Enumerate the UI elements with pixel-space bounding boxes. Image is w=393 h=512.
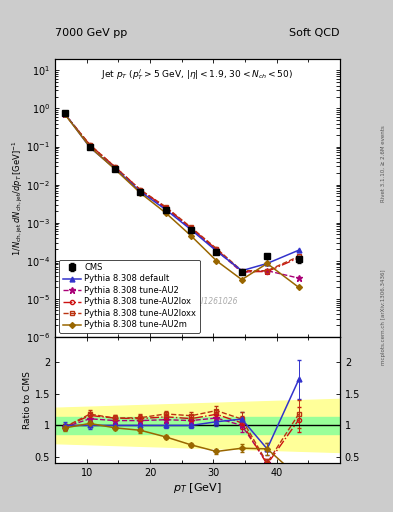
Line: Pythia 8.308 tune-AU2m: Pythia 8.308 tune-AU2m bbox=[62, 112, 301, 289]
Pythia 8.308 default bbox=[189, 227, 193, 233]
Pythia 8.308 tune-AU2m bbox=[88, 144, 92, 150]
Pythia 8.308 tune-AU2 bbox=[113, 164, 118, 170]
Pythia 8.308 default bbox=[62, 110, 67, 116]
Text: Jet $p_T$ ($p_T^l$$>$5 GeV, $|\eta|$$<$1.9, 30$<N_{ch}<$50): Jet $p_T$ ($p_T^l$$>$5 GeV, $|\eta|$$<$1… bbox=[101, 67, 294, 82]
Pythia 8.308 tune-AU2lox bbox=[113, 164, 118, 170]
Pythia 8.308 tune-AU2lox bbox=[88, 142, 92, 148]
Line: Pythia 8.308 tune-AU2loxx: Pythia 8.308 tune-AU2loxx bbox=[62, 112, 301, 273]
Pythia 8.308 tune-AU2 bbox=[265, 268, 270, 274]
Pythia 8.308 tune-AU2loxx bbox=[163, 204, 168, 210]
Pythia 8.308 tune-AU2m bbox=[296, 284, 301, 290]
Pythia 8.308 tune-AU2m bbox=[113, 166, 118, 173]
Pythia 8.308 tune-AU2m bbox=[138, 190, 143, 196]
Pythia 8.308 tune-AU2loxx bbox=[62, 111, 67, 117]
Line: Pythia 8.308 tune-AU2lox: Pythia 8.308 tune-AU2lox bbox=[62, 112, 301, 274]
Pythia 8.308 tune-AU2m bbox=[214, 258, 219, 264]
Text: Rivet 3.1.10, ≥ 2.6M events: Rivet 3.1.10, ≥ 2.6M events bbox=[381, 125, 386, 202]
Line: Pythia 8.308 tune-AU2: Pythia 8.308 tune-AU2 bbox=[61, 111, 302, 281]
Pythia 8.308 tune-AU2lox bbox=[296, 254, 301, 261]
Pythia 8.308 tune-AU2loxx bbox=[265, 268, 270, 274]
Pythia 8.308 default bbox=[214, 248, 219, 254]
Pythia 8.308 tune-AU2loxx bbox=[239, 268, 244, 274]
Pythia 8.308 default bbox=[265, 261, 270, 267]
Pythia 8.308 tune-AU2m bbox=[239, 276, 244, 283]
Pythia 8.308 tune-AU2m bbox=[163, 210, 168, 216]
Pythia 8.308 tune-AU2 bbox=[239, 269, 244, 275]
Pythia 8.308 tune-AU2lox bbox=[265, 268, 270, 274]
Pythia 8.308 tune-AU2 bbox=[296, 275, 301, 281]
Pythia 8.308 tune-AU2loxx bbox=[189, 224, 193, 230]
Pythia 8.308 default bbox=[113, 166, 118, 172]
Pythia 8.308 tune-AU2 bbox=[88, 143, 92, 149]
Pythia 8.308 tune-AU2 bbox=[214, 247, 219, 253]
Pythia 8.308 default bbox=[88, 144, 92, 151]
Pythia 8.308 default bbox=[163, 206, 168, 212]
Pythia 8.308 tune-AU2m bbox=[265, 261, 270, 267]
Pythia 8.308 tune-AU2 bbox=[189, 225, 193, 231]
Pythia 8.308 tune-AU2 bbox=[62, 111, 67, 117]
Pythia 8.308 tune-AU2m bbox=[62, 111, 67, 117]
Pythia 8.308 tune-AU2 bbox=[138, 187, 143, 194]
Text: 7000 GeV pp: 7000 GeV pp bbox=[55, 28, 127, 38]
Pythia 8.308 tune-AU2lox bbox=[62, 111, 67, 117]
Pythia 8.308 default bbox=[296, 247, 301, 253]
Line: Pythia 8.308 default: Pythia 8.308 default bbox=[62, 111, 301, 273]
Pythia 8.308 tune-AU2lox bbox=[239, 268, 244, 274]
Pythia 8.308 tune-AU2lox bbox=[189, 225, 193, 231]
Y-axis label: Ratio to CMS: Ratio to CMS bbox=[23, 371, 32, 429]
Pythia 8.308 tune-AU2loxx bbox=[88, 142, 92, 148]
Text: CMS_2013_I1261026: CMS_2013_I1261026 bbox=[157, 296, 238, 305]
Pythia 8.308 tune-AU2loxx bbox=[113, 164, 118, 170]
Pythia 8.308 tune-AU2loxx bbox=[296, 253, 301, 260]
X-axis label: $p_T$ [GeV]: $p_T$ [GeV] bbox=[173, 481, 222, 495]
Pythia 8.308 tune-AU2loxx bbox=[138, 187, 143, 193]
Text: mcplots.cern.ch [arXiv:1306.3436]: mcplots.cern.ch [arXiv:1306.3436] bbox=[381, 270, 386, 365]
Pythia 8.308 default bbox=[239, 268, 244, 274]
Pythia 8.308 tune-AU2lox bbox=[214, 246, 219, 252]
Pythia 8.308 tune-AU2lox bbox=[163, 204, 168, 210]
Text: Soft QCD: Soft QCD bbox=[290, 28, 340, 38]
Pythia 8.308 tune-AU2m bbox=[189, 233, 193, 239]
Legend: CMS, Pythia 8.308 default, Pythia 8.308 tune-AU2, Pythia 8.308 tune-AU2lox, Pyth: CMS, Pythia 8.308 default, Pythia 8.308 … bbox=[59, 260, 200, 333]
Pythia 8.308 tune-AU2loxx bbox=[214, 245, 219, 251]
Pythia 8.308 tune-AU2lox bbox=[138, 187, 143, 193]
Y-axis label: $1/N_\mathrm{ch,jet}\,dN_\mathrm{ch,jet}/dp_T\,[\mathrm{GeV}]^{-1}$: $1/N_\mathrm{ch,jet}\,dN_\mathrm{ch,jet}… bbox=[10, 140, 25, 255]
Pythia 8.308 tune-AU2 bbox=[163, 205, 168, 211]
Pythia 8.308 default bbox=[138, 188, 143, 195]
